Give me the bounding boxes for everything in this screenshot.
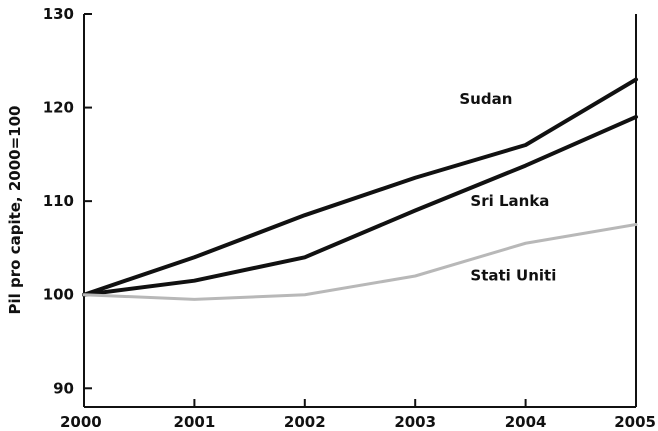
ticks: 90 100 110 120 130 2000 2001 2002 2003 2004 2005 xyxy=(43,5,656,431)
y-tick-label: 100 xyxy=(43,286,74,304)
x-tick-label: 2003 xyxy=(394,413,436,431)
y-tick-label: 120 xyxy=(43,99,74,117)
series-labels: Sudan Sri Lanka Stati Uniti xyxy=(459,90,556,285)
series-lines xyxy=(82,77,638,301)
series-label-sri-lanka: Sri Lanka xyxy=(470,192,549,210)
x-tick-label: 2005 xyxy=(614,413,656,431)
axes xyxy=(83,14,637,408)
series-label-stati-uniti: Stati Uniti xyxy=(470,267,556,285)
y-axis-label: Pil pro capite, 2000=100 xyxy=(6,106,24,315)
y-tick-label: 110 xyxy=(43,192,74,210)
x-tick-label: 2001 xyxy=(174,413,216,431)
x-tick-label: 2000 xyxy=(60,413,102,431)
series-line-sri-lanka xyxy=(82,114,638,297)
series-line-stati-uniti xyxy=(82,223,638,301)
series-label-sudan: Sudan xyxy=(459,90,512,108)
y-tick-label: 90 xyxy=(53,379,74,397)
y-tick-label: 130 xyxy=(43,5,74,23)
x-tick-label: 2002 xyxy=(284,413,326,431)
series-line-sudan xyxy=(82,77,638,297)
x-tick-label: 2004 xyxy=(505,413,547,431)
